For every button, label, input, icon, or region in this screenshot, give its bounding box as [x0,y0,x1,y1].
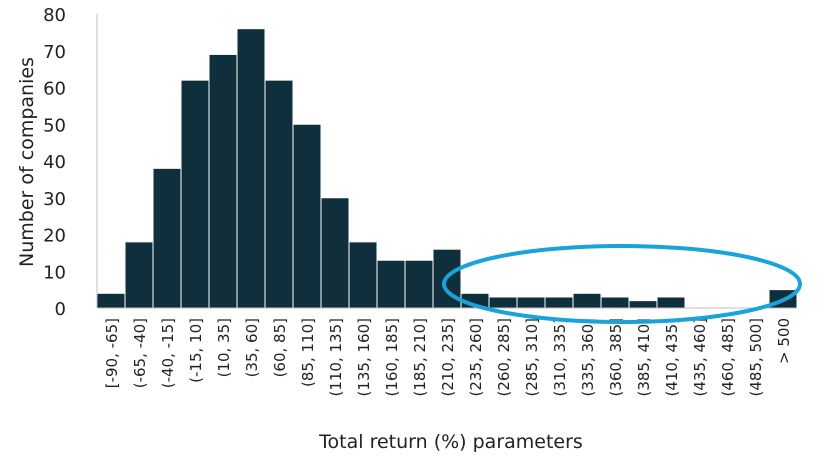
bar-15 [516,296,546,309]
bar-3 [180,79,210,309]
y-tick-label: 30 [43,189,66,210]
highlight-ellipse [442,244,802,324]
bar-10 [376,259,406,309]
x-tick-label: (-15, 10] [187,318,205,383]
x-tick-label: (135, 160] [355,318,373,397]
x-tick-label: (460, 485] [719,318,737,397]
bar-8 [320,197,350,309]
y-tick-label: 80 [43,5,66,26]
x-tick-label: (335, 360] [579,318,597,397]
x-tick-label: (10, 35] [215,318,233,377]
bar-11 [404,259,434,309]
x-tick-labels: [-90, -65] (-65, -40] (-40, -15] (-15, 10] (… [103,318,793,397]
x-tick-label: (485, 500] [747,318,765,397]
bar-9 [348,241,378,309]
bar-14 [488,296,518,309]
x-tick-label: (410, 435] [663,318,681,397]
bar-4 [208,53,238,309]
bar-0 [96,292,126,309]
bars-layer [96,28,798,309]
bar-2 [152,167,182,309]
x-tick-label: [-90, -65] [103,318,121,388]
bar-18 [600,296,630,309]
bar-16 [544,296,574,309]
x-tick-label: (110, 135] [327,318,345,397]
x-tick-label: (310, 335] [551,318,569,397]
bar-1 [124,241,154,309]
x-tick-label: (285, 310] [523,318,541,397]
y-tick-label: 20 [43,226,66,247]
y-tick-label: 10 [43,262,66,283]
x-axis-title: Total return (%) parameters [318,431,583,453]
x-tick-label: (35, 60] [243,318,261,377]
y-tick-labels: 0 10 20 30 40 50 60 70 80 [43,5,66,320]
x-tick-label: (185, 210] [411,318,429,397]
bar-5 [236,28,266,309]
x-tick-label: (235, 260] [467,318,485,397]
x-tick-label: (-65, -40] [131,318,149,388]
y-tick-label: 0 [55,299,66,320]
x-tick-label: (-40, -15] [159,318,177,388]
x-tick-label: (260, 285] [495,318,513,397]
bar-19 [628,300,658,309]
bar-17 [572,292,602,309]
y-tick-label: 60 [43,79,66,100]
x-tick-label: (210, 235] [439,318,457,397]
axis-layer [96,14,797,309]
x-tick-label: (160, 185] [383,318,401,397]
x-tick-label: > 500 [775,318,793,364]
y-tick-label: 40 [43,152,66,173]
bar-6 [264,79,294,309]
x-tick-label: (85, 110] [299,318,317,387]
x-tick-label: (385, 410] [635,318,653,397]
bar-7 [292,123,322,309]
bar-20 [656,296,686,309]
y-axis-title: Number of companies [16,57,38,267]
y-tick-label: 70 [43,42,66,63]
y-tick-label: 50 [43,115,66,136]
x-tick-label: (360, 385] [607,318,625,397]
x-tick-label: (435, 460] [691,318,709,397]
x-tick-label: (60, 85] [271,318,289,377]
